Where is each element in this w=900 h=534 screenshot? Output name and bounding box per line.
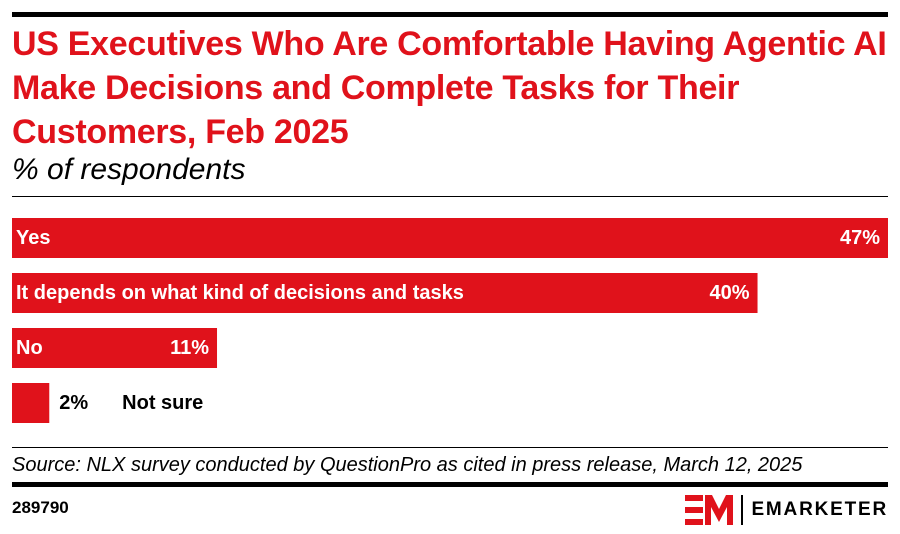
header-rule bbox=[12, 196, 888, 197]
emarketer-logo: EMARKETER bbox=[685, 492, 888, 528]
source-note: Source: NLX survey conducted by Question… bbox=[12, 454, 803, 476]
source-rule bbox=[12, 447, 888, 448]
em-logo-icon bbox=[685, 495, 734, 525]
category-label: Yes bbox=[16, 227, 50, 249]
value-label: 40% bbox=[710, 282, 750, 304]
chart-title: US Executives Who Are Comfortable Having… bbox=[12, 25, 887, 151]
bottom-rule bbox=[12, 482, 888, 487]
category-label: Not sure bbox=[122, 392, 203, 414]
brand-name: EMARKETER bbox=[751, 499, 888, 520]
logo-separator bbox=[741, 495, 744, 525]
top-rule bbox=[12, 12, 888, 17]
chart-subtitle: % of respondents bbox=[12, 153, 246, 186]
value-label: 2% bbox=[59, 392, 88, 414]
category-label: It depends on what kind of decisions and… bbox=[16, 282, 464, 304]
value-label: 11% bbox=[170, 337, 209, 359]
bar bbox=[12, 383, 50, 423]
bar bbox=[12, 218, 888, 258]
category-label: No bbox=[16, 337, 43, 359]
bar-chart: Yes 47% It depends on what kind of decisio… bbox=[12, 218, 888, 423]
bar bbox=[12, 328, 218, 368]
chart-id: 289790 bbox=[12, 498, 69, 517]
bar bbox=[12, 273, 758, 313]
value-label: 47% bbox=[840, 227, 880, 249]
